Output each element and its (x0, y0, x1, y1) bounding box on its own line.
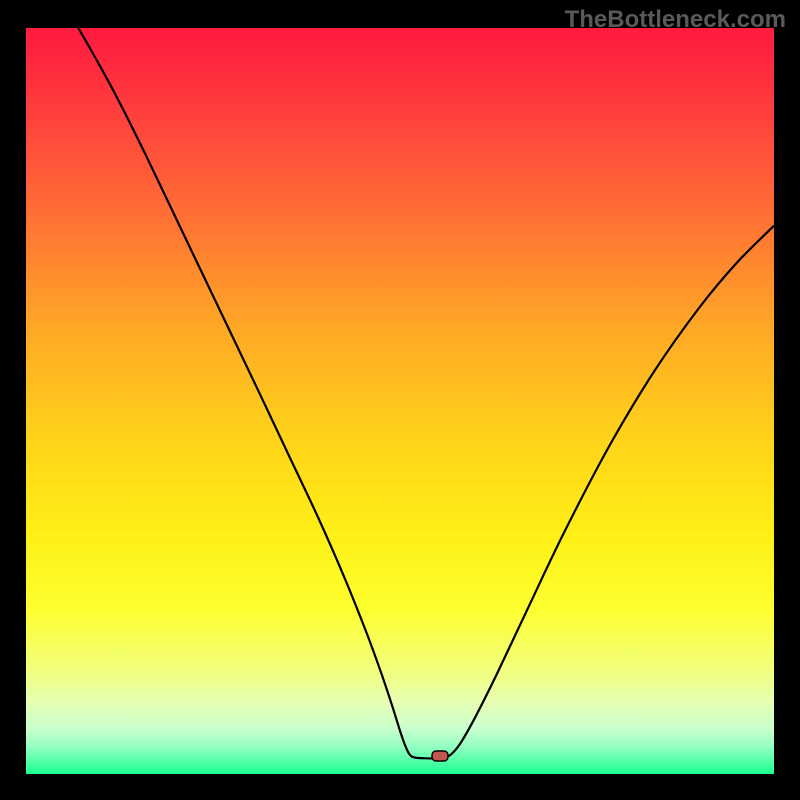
watermark-text: TheBottleneck.com (565, 6, 786, 34)
plot-area (26, 28, 774, 774)
gradient-background (26, 28, 774, 774)
optimal-point-marker (430, 750, 449, 763)
